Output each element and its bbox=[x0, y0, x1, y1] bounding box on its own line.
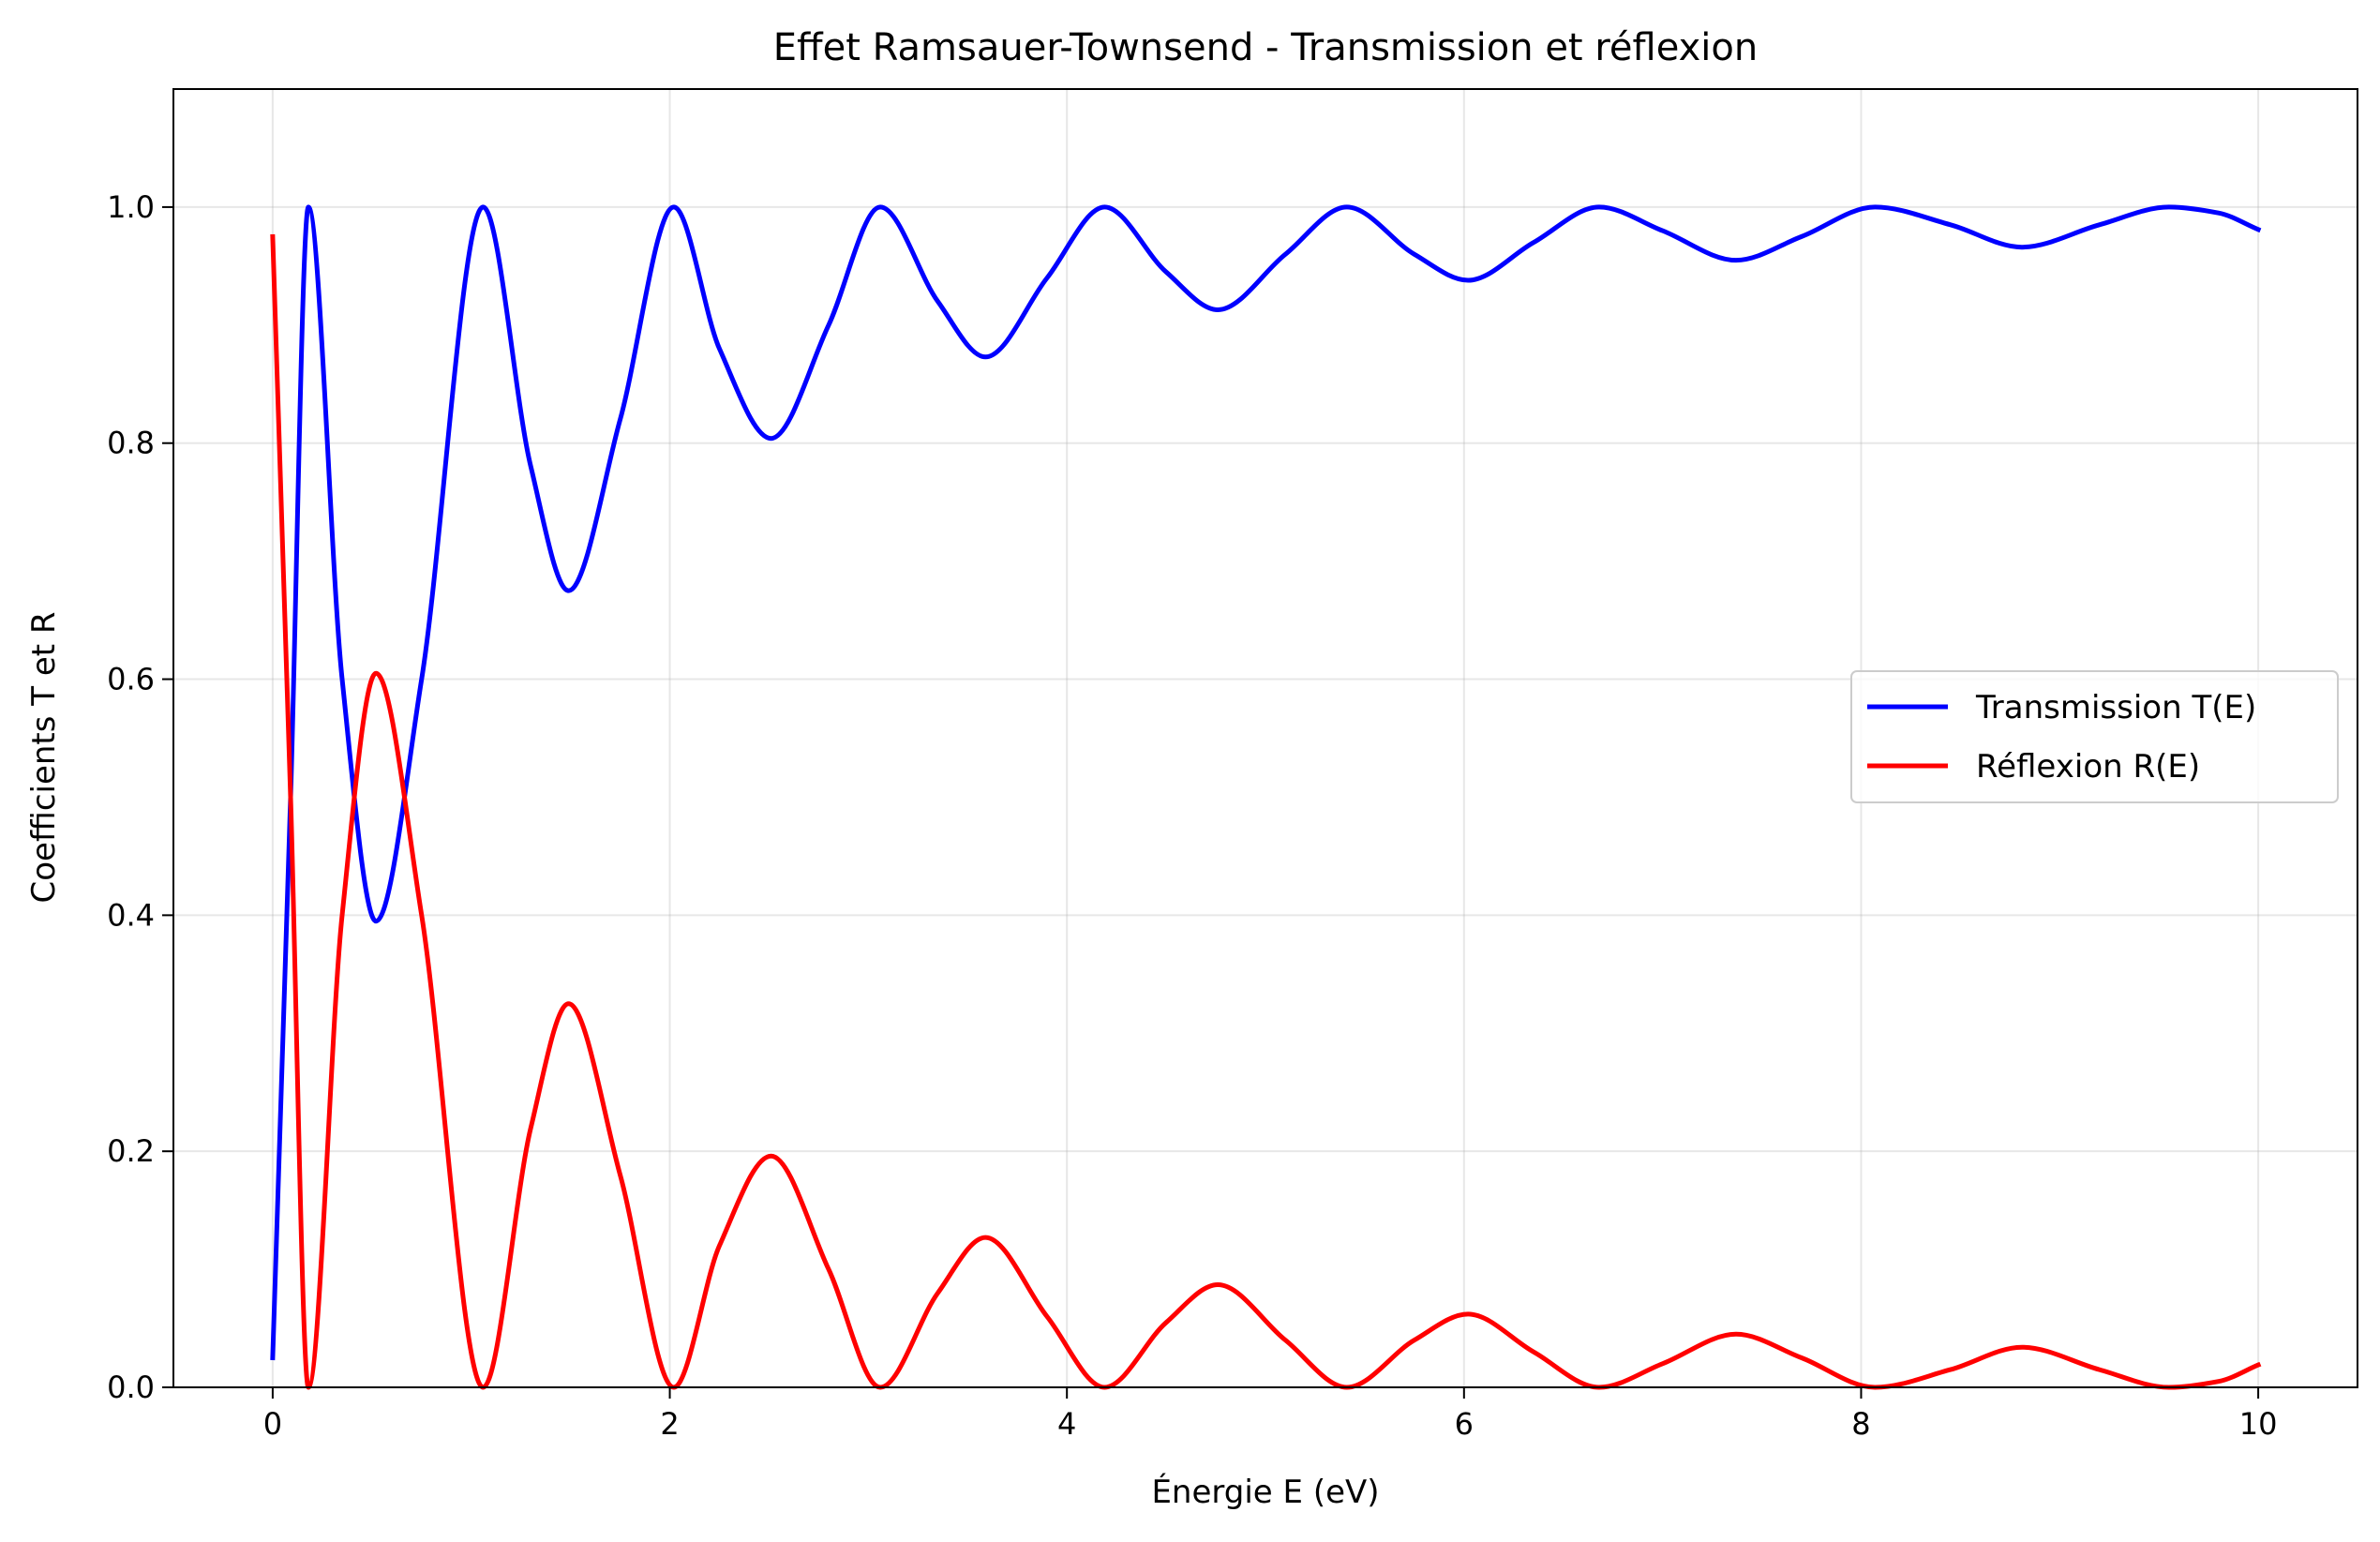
series-line-reflexion bbox=[270, 233, 2262, 1390]
x-axis-label: Énergie E (eV) bbox=[1151, 1473, 1379, 1511]
y-tick-label: 0.2 bbox=[107, 1133, 155, 1169]
series-lines bbox=[270, 204, 2262, 1390]
x-tick-label: 10 bbox=[2239, 1406, 2278, 1442]
x-tick-label: 0 bbox=[263, 1406, 282, 1442]
legend-box bbox=[1850, 670, 2339, 803]
y-tick-label: 0.0 bbox=[107, 1370, 155, 1405]
legend: Transmission T(E) Réflexion R(E) bbox=[1850, 670, 2339, 803]
x-tick-label: 4 bbox=[1057, 1406, 1076, 1442]
y-tick-label: 1.0 bbox=[107, 189, 155, 225]
legend-label-reflexion: Réflexion R(E) bbox=[1976, 748, 2200, 786]
y-tick-label: 0.4 bbox=[107, 897, 155, 933]
x-tick-label: 2 bbox=[660, 1406, 679, 1442]
y-tick-label: 0.8 bbox=[107, 426, 155, 461]
y-tick-label: 0.6 bbox=[107, 662, 155, 697]
y-axis-label: Coefficients T et R bbox=[25, 611, 63, 903]
plot-frame bbox=[172, 88, 2358, 1388]
y-axis-ticks: 0.0 0.2 0.4 0.6 0.8 1.0 bbox=[107, 189, 173, 1405]
x-axis-ticks: 0 2 4 6 8 10 bbox=[263, 1387, 2278, 1442]
x-tick-label: 6 bbox=[1455, 1406, 1474, 1442]
chart-title: Effet Ramsauer-Townsend - Transmission e… bbox=[773, 26, 1758, 69]
x-tick-label: 8 bbox=[1851, 1406, 1870, 1442]
legend-label-transmission: Transmission T(E) bbox=[1975, 689, 2256, 726]
series-line-transmission bbox=[270, 204, 2262, 1361]
